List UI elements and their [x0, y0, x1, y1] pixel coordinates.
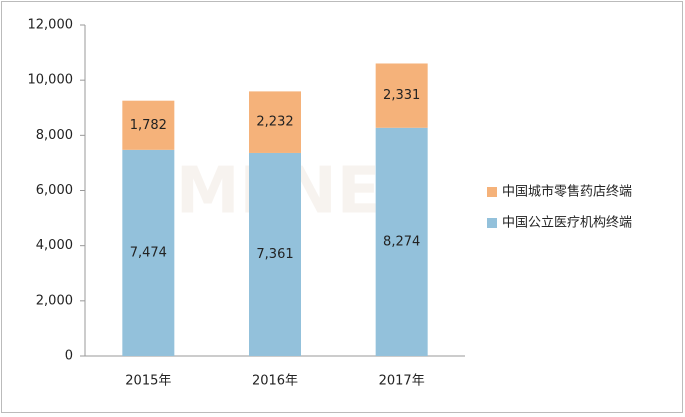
legend-label: 中国城市零售药店终端	[502, 184, 632, 200]
value-label: 2,331	[383, 88, 420, 103]
y-tick-label: 10,000	[28, 73, 74, 88]
y-tick-label: 6,000	[36, 183, 73, 198]
value-label: 2,232	[256, 115, 293, 130]
y-tick-label: 12,000	[28, 18, 74, 33]
bar-segment	[122, 100, 175, 150]
value-label: 7,361	[256, 247, 293, 262]
legend-swatch	[487, 187, 497, 197]
x-tick-label: 2016年	[252, 374, 298, 389]
y-tick-label: 0	[65, 349, 73, 364]
value-label: 1,782	[130, 118, 167, 133]
bar-segment	[375, 63, 428, 128]
y-tick-label: 2,000	[36, 293, 73, 308]
bar-segment	[375, 127, 428, 356]
y-tick-label: 4,000	[36, 238, 73, 253]
bar-segment	[249, 91, 301, 153]
x-tick-label: 2015年	[125, 374, 171, 389]
value-label: 7,474	[130, 245, 167, 260]
legend-label: 中国公立医疗机构终端	[502, 215, 632, 231]
x-tick-label: 2017年	[379, 374, 425, 389]
value-label: 8,274	[383, 234, 420, 249]
bar-segment	[122, 149, 175, 356]
bar-segment	[249, 152, 301, 356]
y-tick-label: 8,000	[36, 128, 73, 143]
legend-swatch	[487, 218, 497, 228]
